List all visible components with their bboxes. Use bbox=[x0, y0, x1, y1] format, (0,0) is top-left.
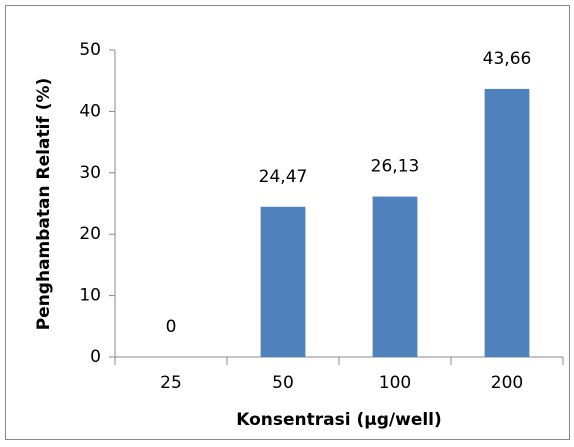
y-tick-label: 20 bbox=[79, 224, 101, 244]
x-axis-title: Konsentrasi (µg/well) bbox=[236, 410, 442, 430]
y-tick-label: 10 bbox=[79, 286, 101, 306]
data-label: 24,47 bbox=[259, 167, 308, 187]
x-tick-label: 25 bbox=[160, 373, 182, 393]
data-label: 0 bbox=[166, 317, 177, 337]
data-label: 43,66 bbox=[483, 49, 532, 69]
x-tick-label: 100 bbox=[379, 373, 411, 393]
y-tick-label: 40 bbox=[79, 101, 101, 121]
data-label: 26,13 bbox=[371, 157, 420, 177]
y-tick-label: 50 bbox=[79, 40, 101, 60]
bar bbox=[372, 196, 418, 357]
bar bbox=[260, 206, 306, 357]
y-tick-label: 30 bbox=[79, 163, 101, 183]
x-tick-label: 200 bbox=[491, 373, 523, 393]
bar bbox=[484, 88, 530, 357]
y-axis-title: Penghambatan Relatif (%) bbox=[34, 78, 54, 331]
x-tick-label: 50 bbox=[272, 373, 294, 393]
y-tick-label: 0 bbox=[90, 347, 101, 367]
